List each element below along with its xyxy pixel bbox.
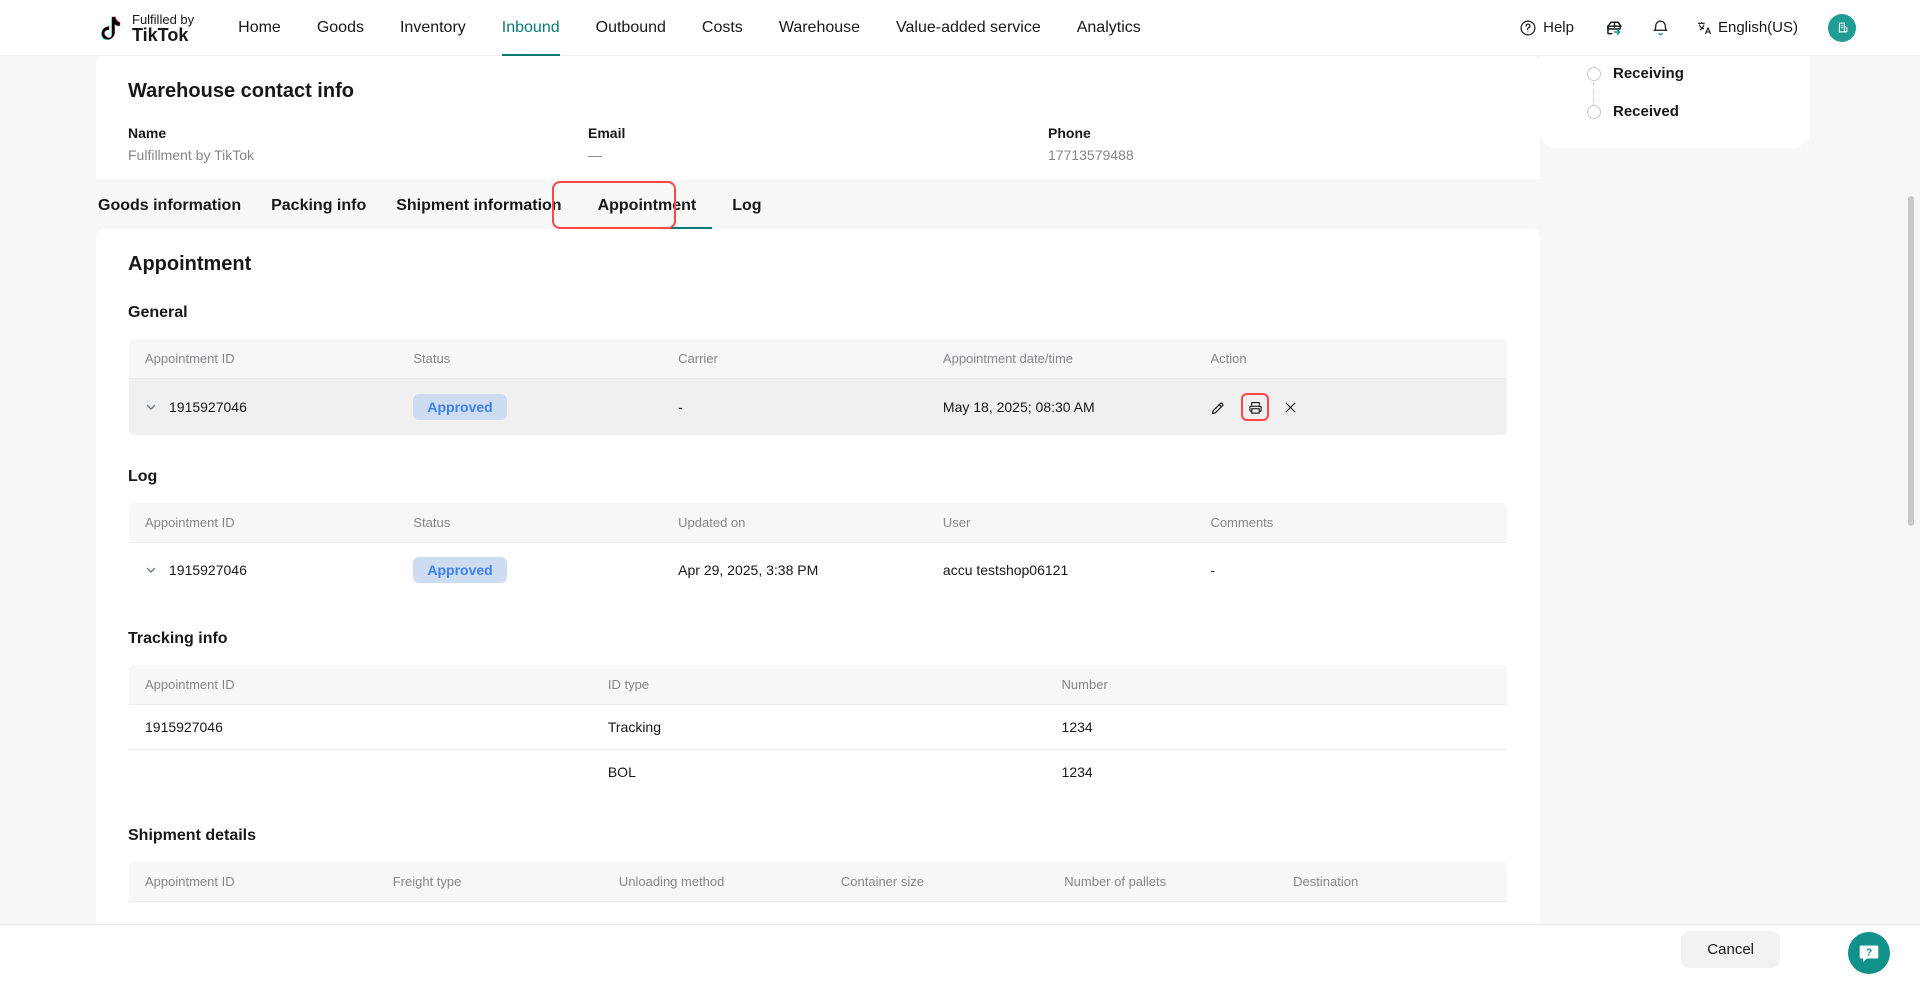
svg-text:?: ? xyxy=(1866,948,1872,959)
